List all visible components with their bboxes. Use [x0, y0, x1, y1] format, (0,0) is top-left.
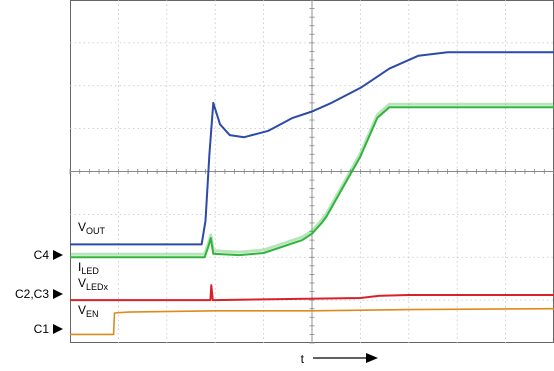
channel-c1-label: C1: [34, 322, 50, 336]
trace-iled: [70, 106, 554, 259]
label-vledx: VLEDx: [78, 276, 109, 292]
channel-c2c3-marker: [53, 289, 63, 299]
label-iled: ILED: [78, 260, 99, 276]
trace-vout: [70, 51, 554, 246]
trace-ven: [70, 307, 554, 336]
time-arrow-head: [366, 353, 378, 363]
channel-c2c3-label: C2,C3: [15, 287, 49, 301]
channel-c4-label: C4: [34, 248, 50, 262]
label-ven: VEN: [78, 303, 99, 319]
trace-vledx: [70, 284, 554, 302]
channel-c1-marker: [53, 324, 63, 334]
channel-c4-marker: [53, 250, 63, 260]
label-vout: VOUT: [78, 220, 106, 236]
x-axis-label: t: [301, 352, 305, 366]
waveform-traces: [70, 51, 554, 336]
plot-grid: [69, 0, 554, 344]
